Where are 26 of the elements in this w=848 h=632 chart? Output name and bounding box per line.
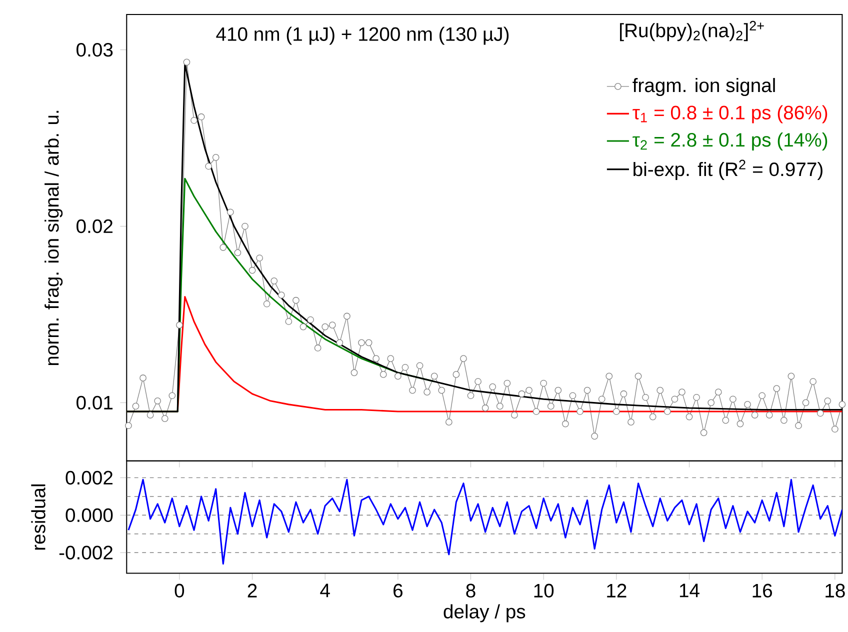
text: 410 nm (1 µJ) + 1200 nm (130 µJ): [216, 26, 509, 45]
x-tick-label: 0: [174, 584, 184, 598]
x-tick-label: 10: [534, 584, 554, 598]
legend-label: fragm. ion signal: [632, 78, 775, 96]
x-tick-label: 2: [248, 584, 257, 598]
y-tick-label: 0.01: [76, 396, 113, 410]
y-tick-label: 0.000: [66, 508, 113, 522]
x-tick-label: 8: [466, 584, 476, 598]
line-series: [128, 478, 842, 564]
y-tick-label: 0.002: [66, 470, 112, 484]
annotation: [Ru(bpy)$_{2}$(na)$_{2}$]$^{2+}$: [620, 20, 764, 41]
x-tick-label: 16: [752, 584, 772, 598]
legend-label: τ$_{2}$ = 2.8 ± 0.1 ps (14%): [632, 132, 828, 150]
x-tick-label: 6: [394, 584, 402, 598]
x-tick-label: 4: [320, 584, 330, 597]
y-axis-title: residual: [31, 484, 46, 550]
legend-label: τ$_{1}$ = 0.8 ± 0.1 ps (86%): [632, 105, 828, 124]
legend-label: bi-exp. fit (R$^{2}$ = 0.977): [634, 160, 822, 180]
x-axis-title: delay / ps: [444, 604, 526, 622]
x-tick-label: 12: [607, 584, 626, 598]
y-tick-label: 0.02: [76, 219, 112, 233]
y-tick-label: -0.002: [59, 546, 112, 560]
x-tick-label: 18: [826, 584, 845, 598]
y-tick-label: 0.03: [76, 42, 113, 57]
y-axis-title: norm. frag. ion signal / arb. u.: [44, 110, 63, 365]
x-tick-label: 14: [680, 584, 700, 597]
